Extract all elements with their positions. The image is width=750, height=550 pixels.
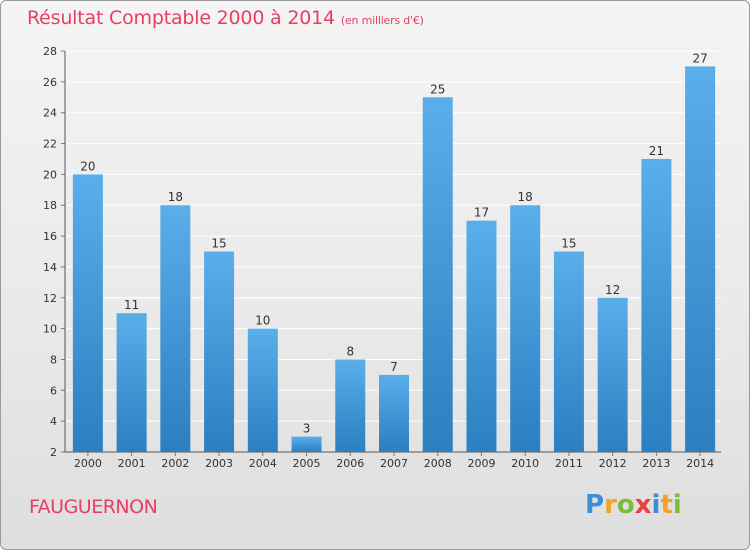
x-tick-label: 2003 (205, 457, 233, 470)
bar (685, 66, 716, 452)
data-label: 25 (430, 82, 445, 96)
logo-letter: o (616, 490, 635, 520)
logo-letter: i (651, 490, 661, 520)
logo-letter: r (604, 490, 617, 520)
y-tick-label: 28 (43, 45, 57, 58)
x-tick-label: 2011 (555, 457, 583, 470)
y-tick-label: 2 (50, 446, 57, 459)
y-tick-label: 6 (50, 384, 57, 397)
y-tick-label: 24 (43, 107, 57, 120)
x-tick-label: 2008 (424, 457, 452, 470)
data-label: 7 (390, 360, 398, 374)
data-label: 3 (303, 422, 311, 436)
y-tick-label: 16 (43, 230, 57, 243)
data-label: 15 (211, 237, 226, 251)
data-label: 8 (346, 344, 354, 358)
bar (335, 359, 366, 452)
x-tick-label: 2006 (336, 457, 364, 470)
logo-letter: x (634, 490, 652, 520)
unit-note: (en milliers d'€) (340, 14, 424, 27)
x-tick-label: 2013 (642, 457, 670, 470)
data-label: 15 (561, 237, 576, 251)
bar (597, 297, 628, 452)
logo-letter: t (660, 490, 673, 520)
x-tick-label: 2001 (118, 457, 146, 470)
logo-letter: P (585, 490, 605, 520)
chart-title: Résultat Comptable 2000 à 2014 (en millie… (27, 7, 424, 29)
x-tick-label: 2014 (686, 457, 714, 470)
bar (466, 220, 497, 452)
y-tick-label: 26 (43, 76, 57, 89)
bar (553, 251, 584, 452)
x-tick-label: 2000 (74, 457, 102, 470)
bar (204, 251, 235, 452)
bar (291, 436, 322, 452)
x-tick-label: 2005 (293, 457, 321, 470)
data-label: 12 (605, 283, 620, 297)
x-tick-label: 2010 (511, 457, 539, 470)
x-tick-label: 2004 (249, 457, 277, 470)
bar (116, 313, 147, 452)
data-label: 11 (124, 298, 139, 312)
y-tick-label: 20 (43, 168, 57, 181)
bar (247, 328, 278, 452)
data-label: 10 (255, 314, 270, 328)
x-tick-label: 2009 (467, 457, 495, 470)
data-label: 18 (518, 190, 533, 204)
bar (72, 174, 103, 452)
data-label: 21 (649, 144, 664, 158)
x-tick-label: 2007 (380, 457, 408, 470)
y-tick-label: 8 (50, 353, 57, 366)
title-text: Résultat Comptable 2000 à 2014 (27, 7, 335, 29)
bar (510, 205, 541, 452)
y-tick-label: 14 (43, 261, 57, 274)
x-tick-label: 2012 (599, 457, 627, 470)
data-label: 17 (474, 206, 489, 220)
y-tick-label: 12 (43, 292, 57, 305)
bar (641, 158, 672, 452)
bar (379, 374, 409, 452)
logo-letter: i (672, 490, 682, 520)
data-label: 20 (80, 159, 95, 173)
bar (422, 97, 453, 453)
data-label: 27 (692, 51, 707, 65)
y-tick-label: 10 (43, 323, 57, 336)
y-tick-label: 18 (43, 199, 57, 212)
y-tick-label: 22 (43, 138, 57, 151)
data-label: 18 (168, 190, 183, 204)
location-label: FAUGUERNON (29, 496, 158, 518)
bar (160, 205, 191, 452)
x-tick-label: 2002 (161, 457, 189, 470)
y-tick-label: 4 (50, 415, 57, 428)
proxiti-logo: Proxiti (585, 490, 682, 520)
